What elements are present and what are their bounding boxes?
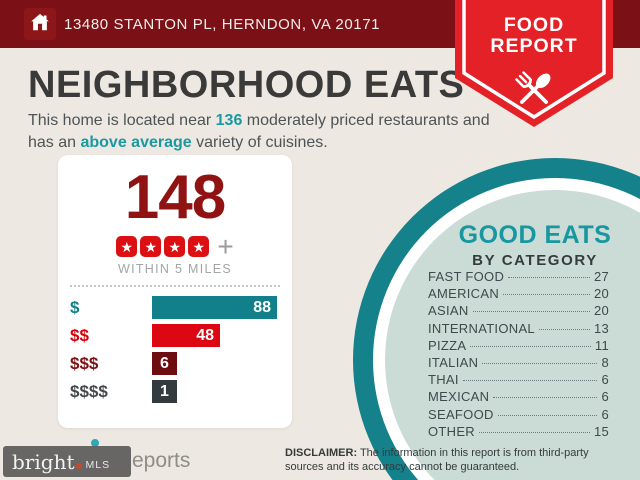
category-row: MEXICAN 6 <box>428 389 609 406</box>
logo-reports-text: eports <box>132 449 191 472</box>
logo-flame-icon <box>76 462 83 469</box>
price-tier-row: $$ 48 <box>70 324 292 347</box>
price-tier-label: $$$ <box>70 353 99 373</box>
subtitle-text: This home is located near <box>28 112 216 129</box>
property-address: 13480 STANTON PL, HERNDON, VA 20171 <box>64 15 381 33</box>
price-tier-bar: 6 <box>152 352 177 375</box>
dotted-leader <box>482 362 598 364</box>
brightmls-watermark: bright MLS <box>3 446 131 477</box>
dotted-leader <box>470 345 591 347</box>
variety-highlight: above average <box>80 133 192 151</box>
category-row: AMERICAN 20 <box>428 286 609 303</box>
disclaimer-text: The information in this report is from t… <box>285 447 589 474</box>
category-count: 6 <box>601 389 609 405</box>
dotted-leader <box>472 311 590 313</box>
star-icon: ★ <box>116 236 138 257</box>
category-row: PIZZA 11 <box>428 338 609 355</box>
price-tier-row: $88 <box>70 296 292 319</box>
rating-stars: ★ ★ ★ ★ + <box>58 230 292 262</box>
dotted-leader <box>538 328 590 330</box>
category-row: ITALIAN 8 <box>428 355 609 372</box>
star-icon: ★ <box>164 236 186 257</box>
category-name: THAI <box>428 372 459 388</box>
subtitle-text: moderately priced restaurants and <box>242 112 490 129</box>
subtitle-text: variety of cuisines. <box>191 133 328 151</box>
page-title: NEIGHBORHOOD EATS <box>28 64 465 106</box>
logo-bright-text: bright <box>12 449 75 474</box>
home-icon-tile <box>24 8 56 40</box>
dotted-leader <box>493 397 598 399</box>
category-count: 6 <box>601 406 609 422</box>
category-name: SEAFOOD <box>428 406 494 422</box>
subtitle-text: has an <box>28 133 81 151</box>
dotted-leader <box>462 380 598 382</box>
category-row: ASIAN 20 <box>428 303 609 320</box>
logo-dot-icon <box>91 439 99 447</box>
category-name: ITALIAN <box>428 354 479 370</box>
page-subtitle: This home is located near 136 moderately… <box>28 110 498 153</box>
dotted-leader <box>479 431 590 433</box>
plus-sign: + <box>217 230 234 262</box>
disclaimer-label: DISCLAIMER: <box>285 447 358 459</box>
category-row: OTHER 15 <box>428 424 609 441</box>
disclaimer: DISCLAIMER: The information in this repo… <box>285 446 630 475</box>
category-count: 20 <box>593 286 609 302</box>
category-count: 13 <box>593 320 609 336</box>
category-count: 6 <box>601 372 609 388</box>
food-report-ribbon: FOOD REPORT <box>452 0 616 137</box>
price-tier-bar: 48 <box>152 324 220 347</box>
star-icon: ★ <box>140 236 162 257</box>
ribbon-line2: REPORT <box>490 35 577 57</box>
category-list: FAST FOOD 27 AMERICAN 20 ASIAN 20 INTERNATIONA… <box>428 269 609 441</box>
dotted-leader <box>497 414 598 416</box>
category-count: 27 <box>593 269 609 284</box>
dotted-leader <box>503 294 590 296</box>
category-name: ASIAN <box>428 303 469 319</box>
good-eats-subtitle: BY CATEGORY <box>472 252 598 269</box>
dotted-divider <box>70 285 280 287</box>
good-eats-title: GOOD EATS <box>458 221 612 249</box>
good-eats-heading: GOOD EATS BY CATEGORY <box>425 221 640 269</box>
category-count: 8 <box>601 354 609 370</box>
category-row: SEAFOOD 6 <box>428 407 609 424</box>
price-tier-label: $ <box>70 297 80 317</box>
price-tier-label: $$$$ <box>70 381 108 401</box>
category-count: 11 <box>594 337 609 353</box>
category-row: INTERNATIONAL 13 <box>428 321 609 338</box>
category-name: OTHER <box>428 423 475 439</box>
dotted-leader <box>508 277 590 278</box>
category-name: FAST FOOD <box>428 269 505 284</box>
home-icon <box>29 11 51 38</box>
category-count: 15 <box>593 423 609 439</box>
category-row: THAI 6 <box>428 372 609 389</box>
category-name: AMERICAN <box>428 286 500 302</box>
price-tier-bar-chart: $88 $$ 48 $$$ 6 $$$$ 1 <box>58 296 292 403</box>
price-tier-bar: 88 <box>152 296 277 319</box>
total-restaurants: 148 <box>124 163 226 232</box>
star-icon: ★ <box>188 236 210 257</box>
logo-mls-text: MLS <box>85 458 111 471</box>
price-tier-bar: 1 <box>152 380 177 403</box>
category-row: FAST FOOD 27 <box>428 269 609 286</box>
ribbon-line1: FOOD <box>504 14 564 36</box>
restaurant-summary-card: 148 ★ ★ ★ ★ + WITHIN 5 MILES $88 $$ 48 $$$ 6 $$$$… <box>58 155 292 428</box>
radius-label: WITHIN 5 MILES <box>117 262 233 276</box>
price-tier-row: $$$$ 1 <box>70 380 292 403</box>
spoon-fork-icon <box>515 71 551 104</box>
restaurant-count: 136 <box>215 112 243 129</box>
category-count: 20 <box>593 303 609 319</box>
category-name: INTERNATIONAL <box>428 320 535 336</box>
price-tier-row: $$$ 6 <box>70 352 292 375</box>
category-name: PIZZA <box>428 337 467 353</box>
category-name: MEXICAN <box>428 389 490 405</box>
price-tier-label: $$ <box>70 325 89 345</box>
